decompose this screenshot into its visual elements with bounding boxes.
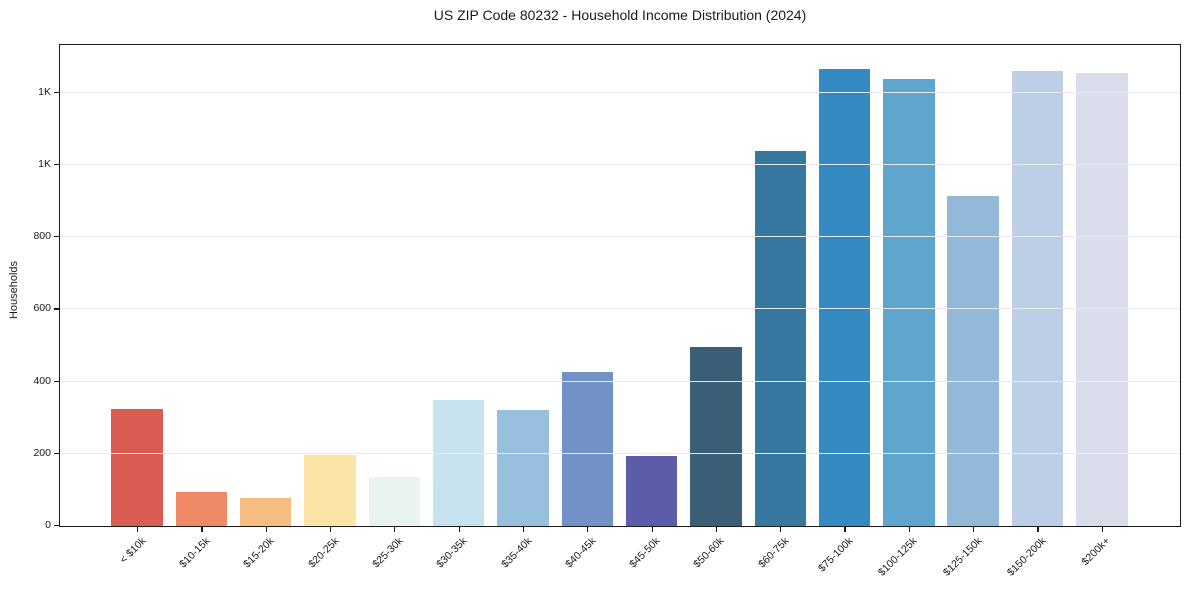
x-tick-mark bbox=[137, 527, 139, 532]
bar-$20-25k bbox=[304, 455, 356, 526]
bars-layer bbox=[60, 45, 1180, 526]
bar-$45-50k bbox=[625, 455, 678, 526]
x-tick-mark bbox=[908, 527, 910, 532]
bar-$150-200k bbox=[1011, 70, 1064, 526]
bar-$10-15k bbox=[175, 492, 228, 526]
bar-$25-30k bbox=[368, 477, 421, 526]
x-tick-mark bbox=[1037, 527, 1039, 532]
x-tick-mark bbox=[587, 527, 589, 532]
gridline-600 bbox=[60, 308, 1180, 310]
x-tick-mark bbox=[780, 527, 782, 532]
gridline-800 bbox=[60, 236, 1180, 238]
x-tick-mark bbox=[265, 527, 267, 532]
y-tick-label: 400 bbox=[33, 374, 51, 387]
y-tick-mark bbox=[54, 163, 59, 166]
y-tick-label: 0 bbox=[45, 519, 51, 531]
bar-$30-35k bbox=[432, 399, 485, 526]
plot-area bbox=[59, 44, 1181, 527]
bar-$35-40k bbox=[497, 409, 549, 526]
y-tick-mark bbox=[54, 236, 59, 238]
x-tick-label: < $10k bbox=[117, 535, 149, 566]
y-tick-mark bbox=[54, 308, 59, 310]
x-tick-mark bbox=[844, 527, 846, 532]
y-tick-mark bbox=[54, 380, 59, 382]
grid-layer bbox=[60, 45, 1180, 526]
bar-$60-75k bbox=[754, 151, 806, 526]
bar-$200k+ bbox=[1076, 73, 1128, 526]
y-tick-label: 800 bbox=[33, 230, 51, 243]
x-tick-mark bbox=[329, 527, 332, 532]
bar-$15-20k bbox=[240, 498, 292, 526]
gridline-1200 bbox=[60, 91, 1180, 93]
x-tick-mark bbox=[1101, 527, 1103, 532]
gridline-1000 bbox=[60, 164, 1180, 166]
x-tick-mark bbox=[522, 527, 525, 532]
y-tick-mark bbox=[54, 91, 59, 93]
gridline-200 bbox=[60, 452, 1180, 454]
x-tick-mark bbox=[394, 527, 396, 532]
bar-$125-150k bbox=[947, 195, 999, 526]
y-tick-mark bbox=[54, 524, 59, 527]
chart-title: US ZIP Code 80232 - Household Income Dis… bbox=[433, 7, 807, 23]
bar-$50-60k bbox=[690, 347, 742, 526]
x-tick-mark bbox=[973, 527, 975, 532]
y-tick-label: 1K bbox=[38, 85, 51, 98]
y-tick-label: 200 bbox=[33, 446, 51, 459]
bar-$40-45k bbox=[561, 371, 614, 526]
x-tick-mark bbox=[201, 527, 203, 532]
bar-< $10k bbox=[111, 409, 163, 526]
bar-$100-125k bbox=[883, 79, 935, 526]
x-tick-mark bbox=[651, 527, 653, 532]
bar-$75-100k bbox=[818, 69, 871, 526]
x-tick-mark bbox=[458, 527, 460, 532]
y-tick-mark bbox=[54, 452, 59, 454]
gridline-400 bbox=[60, 380, 1180, 382]
y-tick-label: 600 bbox=[33, 302, 51, 315]
y-tick-label: 1K bbox=[38, 158, 51, 171]
x-tick-mark bbox=[715, 527, 718, 532]
